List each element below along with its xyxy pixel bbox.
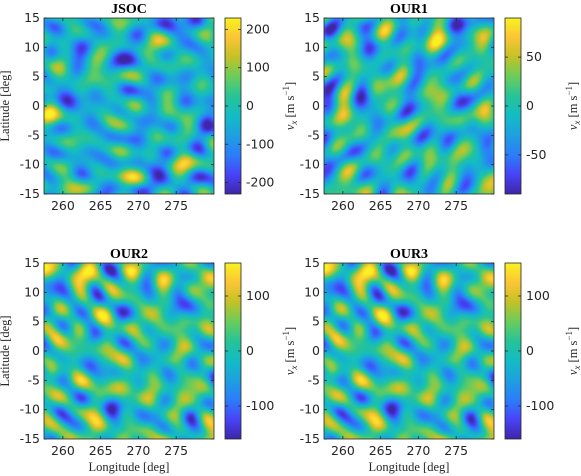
panel-jsoc: JSOC 260 265 270 275 15 10 5 0 -5 -10 -15 Latitude [… [0, 2, 274, 213]
y-tick-label: -10 [20, 157, 40, 172]
heatmap-image [324, 263, 494, 439]
x-tick-label: 275 [444, 198, 468, 213]
x-tick-label: 260 [51, 198, 75, 213]
colorbar [225, 18, 241, 194]
y-tick-label: 0 [32, 98, 40, 113]
y-tick-label: 5 [32, 314, 40, 329]
colorbar-label: vx [m s−1] [281, 327, 299, 375]
colorbar-tick-label: 0 [526, 98, 534, 113]
heatmap-image [324, 18, 494, 194]
colorbar-tick-label: 100 [246, 288, 270, 303]
panel-title: OUR3 [390, 247, 428, 262]
colorbar-tick-label: -50 [526, 147, 546, 162]
y-tick-label: -10 [300, 157, 320, 172]
y-tick-label: -15 [20, 431, 40, 446]
x-tick-label: 270 [127, 443, 151, 458]
svg-text:vx [m s−1]: vx [m s−1] [564, 82, 581, 130]
y-tick-label: 5 [312, 314, 320, 329]
colorbar-tick-label: -200 [246, 175, 274, 190]
x-axis-label: Longitude [deg] [89, 460, 170, 474]
y-tick-label: -15 [20, 186, 40, 201]
x-tick-label: 275 [164, 198, 188, 213]
y-tick-label: 0 [312, 98, 320, 113]
colorbar-tick-label: -100 [246, 398, 274, 413]
svg-text:vx [m s−1]: vx [m s−1] [281, 327, 299, 375]
svg-text:vx [m s−1]: vx [m s−1] [564, 327, 581, 375]
y-tick-label: -15 [300, 431, 320, 446]
x-tick-label: 265 [369, 198, 393, 213]
x-tick-label: 270 [407, 443, 431, 458]
colorbar-tick-label: -100 [246, 136, 274, 151]
x-tick-label: 265 [369, 443, 393, 458]
panel-our3: OUR3 260 265 270 275 15 10 5 0 -5 -10 -15 Longitude … [281, 247, 581, 474]
x-tick-label: 260 [331, 198, 355, 213]
x-tick-label: 260 [51, 443, 75, 458]
x-tick-label: 260 [331, 443, 355, 458]
colorbar [225, 263, 241, 439]
x-axis-label: Longitude [deg] [369, 460, 450, 474]
y-axis-label: Latitude [deg] [0, 315, 12, 386]
colorbar-tick-label: -100 [526, 398, 554, 413]
colorbar-tick-label: 0 [526, 343, 534, 358]
y-tick-label: -5 [308, 372, 320, 387]
y-tick-label: 10 [24, 284, 40, 299]
y-tick-label: -5 [28, 372, 40, 387]
y-tick-label: 5 [312, 69, 320, 84]
x-tick-label: 270 [127, 198, 151, 213]
panel-title: OUR2 [110, 247, 148, 262]
y-tick-label: 5 [32, 69, 40, 84]
y-tick-label: 0 [32, 343, 40, 358]
y-tick-label: 10 [304, 39, 320, 54]
y-tick-label: 10 [304, 284, 320, 299]
y-tick-label: 15 [304, 255, 320, 270]
colorbar-tick-label: 100 [526, 288, 550, 303]
colorbar-tick-label: 200 [246, 21, 270, 36]
colorbar-label: vx [m s−1] [564, 327, 581, 375]
panel-title: JSOC [111, 2, 147, 17]
heatmap-image [44, 263, 214, 439]
y-tick-label: 15 [24, 255, 40, 270]
panel-our2: OUR2 260 265 270 275 15 10 5 0 -5 -10 -15 Latitude [… [0, 247, 274, 474]
colorbar-label: vx [m s−1] [281, 82, 299, 130]
y-tick-label: 10 [24, 39, 40, 54]
heatmap-image [44, 18, 214, 194]
colorbar-tick-label: 0 [246, 98, 254, 113]
y-tick-label: -10 [300, 402, 320, 417]
colorbar-label: vx [m s−1] [564, 82, 581, 130]
colorbar [505, 18, 521, 194]
colorbar-tick-label: 100 [246, 60, 270, 75]
y-tick-label: -10 [20, 402, 40, 417]
x-tick-label: 265 [89, 443, 113, 458]
y-tick-label: 15 [24, 10, 40, 25]
x-tick-label: 275 [164, 443, 188, 458]
y-tick-label: 0 [312, 343, 320, 358]
colorbar [505, 263, 521, 439]
y-axis-label: Latitude [deg] [0, 70, 12, 141]
y-tick-label: -5 [308, 127, 320, 142]
x-tick-label: 270 [407, 198, 431, 213]
panel-title: OUR1 [390, 2, 428, 17]
y-tick-label: 15 [304, 10, 320, 25]
x-tick-label: 275 [444, 443, 468, 458]
colorbar-tick-label: 50 [526, 49, 542, 64]
y-tick-label: -15 [300, 186, 320, 201]
colorbar-tick-label: 0 [246, 343, 254, 358]
svg-text:vx [m s−1]: vx [m s−1] [281, 82, 299, 130]
y-tick-label: -5 [28, 127, 40, 142]
x-tick-label: 265 [89, 198, 113, 213]
